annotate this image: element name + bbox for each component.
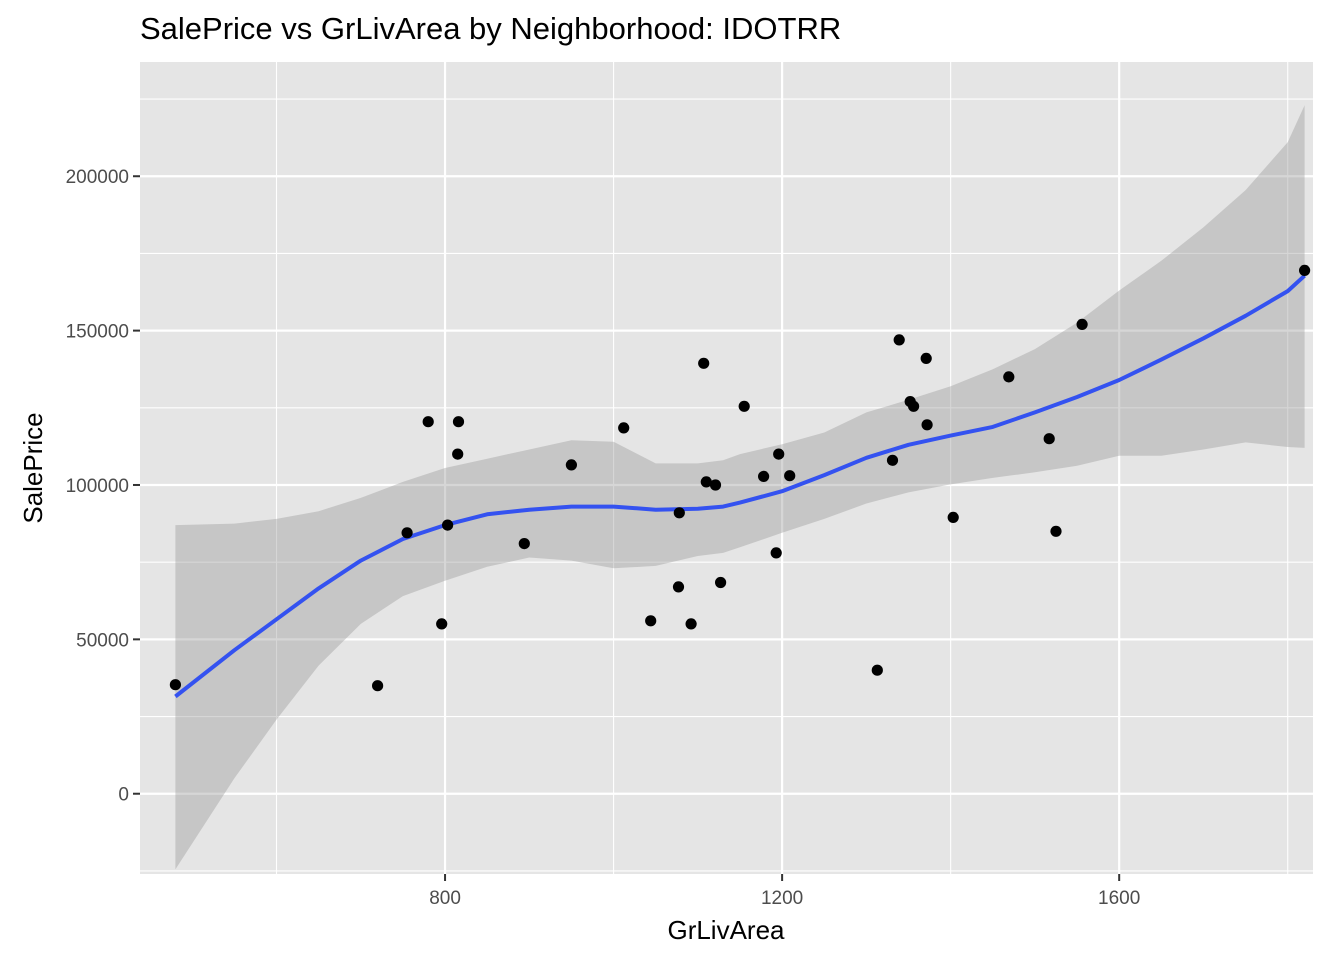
confidence-band xyxy=(175,105,1305,870)
data-point xyxy=(773,448,785,460)
data-point xyxy=(715,576,727,589)
data-point xyxy=(947,511,959,523)
data-point xyxy=(1043,433,1055,445)
data-point xyxy=(673,507,685,519)
y-axis: 0 50000 100000 150000 200000 xyxy=(66,167,140,806)
data-point xyxy=(871,664,883,676)
data-point xyxy=(1076,318,1088,330)
data-point xyxy=(618,422,630,434)
data-point xyxy=(685,618,697,630)
x-tick-label: 1200 xyxy=(761,888,803,909)
x-axis: 800 1200 1600 xyxy=(429,874,1140,909)
smooth-line-layer xyxy=(174,274,1306,699)
y-tick-label: 0 xyxy=(118,785,129,806)
data-point xyxy=(1050,525,1062,537)
data-point xyxy=(886,454,899,466)
data-point xyxy=(1003,371,1015,383)
data-point xyxy=(738,400,750,412)
chart-title: SalePrice vs GrLivArea by Neighborhood: … xyxy=(140,11,841,46)
data-point xyxy=(452,448,464,460)
smooth-line xyxy=(174,274,1306,699)
data-point xyxy=(169,679,181,691)
minor-gridlines xyxy=(140,62,1313,874)
data-point xyxy=(700,476,712,488)
data-point xyxy=(401,527,413,539)
plot-panel xyxy=(140,62,1313,874)
x-axis-title: GrLivArea xyxy=(667,915,785,945)
data-point xyxy=(452,416,465,428)
data-points xyxy=(169,264,1311,692)
data-point xyxy=(518,538,530,550)
data-point xyxy=(921,419,933,431)
confidence-band-layer xyxy=(175,105,1305,870)
data-point xyxy=(565,459,578,471)
data-point xyxy=(422,416,434,428)
data-point xyxy=(436,618,448,630)
data-point xyxy=(908,400,920,412)
data-point xyxy=(672,581,685,593)
data-point xyxy=(442,519,454,531)
data-point xyxy=(770,547,782,559)
y-axis-title: SalePrice xyxy=(18,412,48,523)
data-point xyxy=(709,479,722,491)
data-point xyxy=(784,470,796,482)
y-tick-label: 50000 xyxy=(76,630,129,651)
data-point xyxy=(698,357,710,369)
x-tick-label: 800 xyxy=(429,888,461,909)
data-point xyxy=(1299,264,1311,276)
major-gridlines xyxy=(140,62,1313,874)
data-point xyxy=(758,470,770,482)
data-point xyxy=(893,334,905,346)
y-tick-label: 150000 xyxy=(66,322,129,343)
y-tick-label: 100000 xyxy=(66,476,129,497)
data-point xyxy=(645,615,657,627)
y-tick-label: 200000 xyxy=(66,167,129,188)
x-tick-label: 1600 xyxy=(1098,888,1140,909)
data-point xyxy=(372,680,384,692)
data-point xyxy=(920,352,932,364)
